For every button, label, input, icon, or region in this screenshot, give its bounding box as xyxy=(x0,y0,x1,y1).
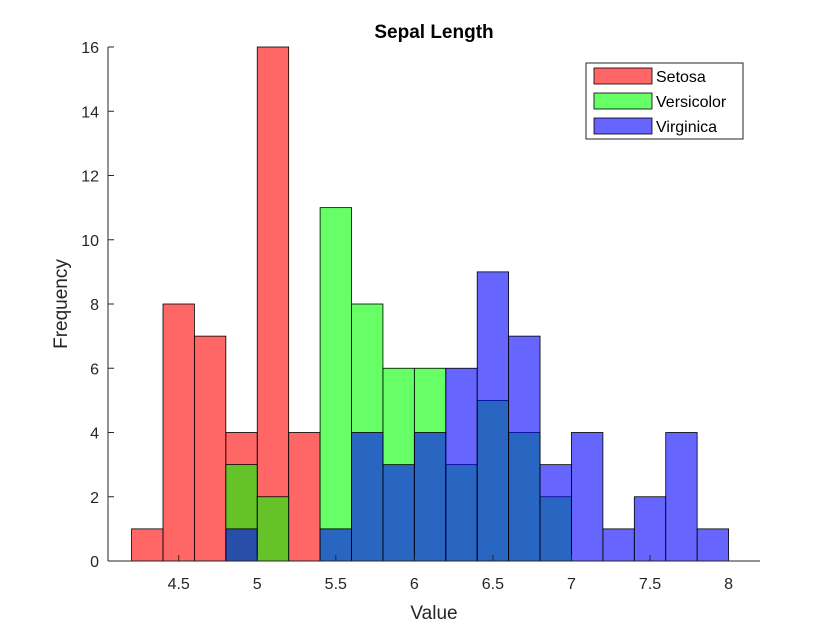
bar-virginica-9 xyxy=(508,335,541,562)
legend-label-virginica: Virginica xyxy=(656,119,717,136)
bar-setosa-4 xyxy=(256,46,290,562)
x-tick-label: 6.5 xyxy=(482,576,504,593)
y-tick-label: 0 xyxy=(90,554,99,571)
y-tick-label: 10 xyxy=(81,233,99,250)
axes-layer: 4.5 5 5.5 6 6.5 7 7.5 8 0 2 4 6 8 10 12 14 16 xyxy=(81,40,760,593)
bar-virginica-14 xyxy=(665,432,698,562)
chart-title: Sepal Length xyxy=(374,22,493,43)
bar-virginica-8 xyxy=(476,271,510,562)
y-tick-label: 8 xyxy=(90,297,99,314)
x-tick-label: 7.5 xyxy=(639,576,661,593)
bar-setosa-1 xyxy=(162,303,195,562)
legend-swatch-virginica xyxy=(593,117,653,135)
bar-versicolor-1 xyxy=(256,496,290,562)
bar-setosa-0 xyxy=(131,528,164,562)
x-tick-label: 5.5 xyxy=(325,576,347,593)
bar-virginica-10 xyxy=(539,464,572,562)
legend: Setosa Versicolor Virginica xyxy=(585,62,744,140)
bar-virginica-5 xyxy=(382,464,415,562)
x-tick-label: 8 xyxy=(724,576,733,593)
bar-virginica-12 xyxy=(602,528,635,562)
bar-virginica-13 xyxy=(633,496,667,562)
bar-virginica-11 xyxy=(571,432,604,562)
bar-virginica-4 xyxy=(351,432,384,562)
x-tick-label: 4.5 xyxy=(168,576,190,593)
y-tick-label: 4 xyxy=(90,426,99,443)
bar-setosa-2 xyxy=(194,335,227,562)
y-tick-label: 12 xyxy=(81,169,99,186)
x-tick-label: 5 xyxy=(253,576,262,593)
bar-versicolor-3 xyxy=(319,207,352,562)
legend-label-versicolor: Versicolor xyxy=(656,94,727,111)
bar-virginica-7 xyxy=(445,367,478,562)
bar-setosa-5 xyxy=(288,432,321,562)
x-tick-label: 7 xyxy=(567,576,576,593)
bar-virginica-15 xyxy=(696,528,729,562)
y-tick-label: 14 xyxy=(81,104,99,121)
y-axis-label: Frequency xyxy=(51,259,72,349)
legend-swatch-versicolor xyxy=(593,92,653,110)
legend-label-setosa: Setosa xyxy=(656,69,706,86)
bar-virginica-0 xyxy=(225,528,258,562)
y-tick-label: 2 xyxy=(90,490,99,507)
bars-layer xyxy=(131,46,729,562)
y-tick-label: 6 xyxy=(90,361,99,378)
x-axis-label: Value xyxy=(410,603,457,624)
bar-virginica-6 xyxy=(413,432,447,562)
y-tick-label: 16 xyxy=(81,40,99,57)
x-tick-label: 6 xyxy=(410,576,419,593)
legend-swatch-setosa xyxy=(593,67,653,85)
